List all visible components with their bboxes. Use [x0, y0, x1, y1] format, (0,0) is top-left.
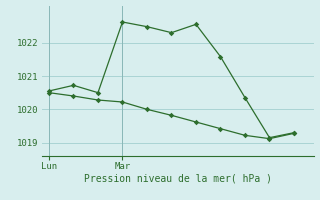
X-axis label: Pression niveau de la mer( hPa ): Pression niveau de la mer( hPa ): [84, 173, 272, 183]
